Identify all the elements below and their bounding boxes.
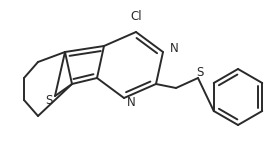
Text: S: S bbox=[196, 66, 204, 79]
Text: Cl: Cl bbox=[130, 10, 142, 22]
Text: N: N bbox=[127, 96, 136, 109]
Text: N: N bbox=[170, 42, 179, 55]
Text: S: S bbox=[45, 93, 53, 106]
